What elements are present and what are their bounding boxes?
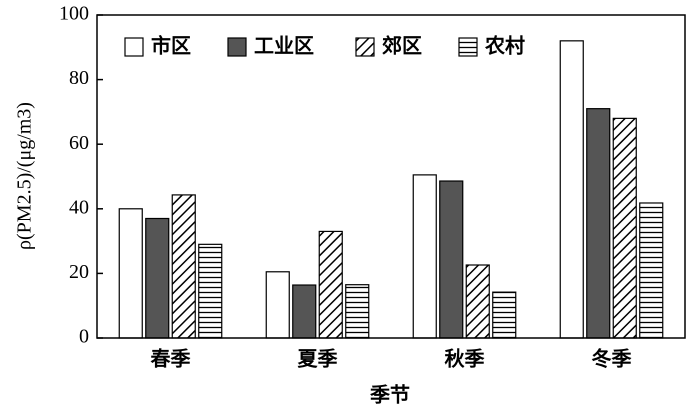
y-tick-label: 100 [59,3,89,25]
bar [639,202,664,339]
y-axis-label: ρ(PM2.5)/(μg/m3) [14,102,36,250]
bar [171,194,196,339]
bar [265,271,290,339]
bar [318,230,343,339]
x-axis-label: 季节 [369,383,410,407]
y-tick-label: 60 [69,132,89,154]
legend-swatch [355,37,375,57]
bar [612,117,637,339]
x-tick-label: 秋季 [445,347,485,371]
bar [145,217,170,339]
legend-swatch [227,37,247,57]
legend-label: 工业区 [254,34,314,58]
legend-swatch [124,37,144,57]
x-tick-label: 冬季 [592,347,632,371]
bar [559,40,584,339]
legend-label: 农村 [484,34,525,58]
legend-swatch [458,37,478,57]
bar [118,208,143,339]
bar [492,291,517,339]
legend-label: 郊区 [382,34,422,58]
bar [292,284,317,339]
x-tick-label: 春季 [150,347,191,371]
legend-label: 市区 [151,34,191,58]
bar [465,264,490,339]
bar [586,108,611,339]
y-tick-label: 40 [69,196,89,218]
bar [439,180,464,339]
plot-frame [96,14,686,339]
y-tick-label: 20 [69,261,89,283]
y-tick-label: 80 [69,67,89,89]
x-tick-label: 夏季 [298,347,338,371]
bar [198,243,223,339]
bar [345,284,370,339]
y-tick-label: 0 [79,326,89,348]
bar [412,174,437,339]
